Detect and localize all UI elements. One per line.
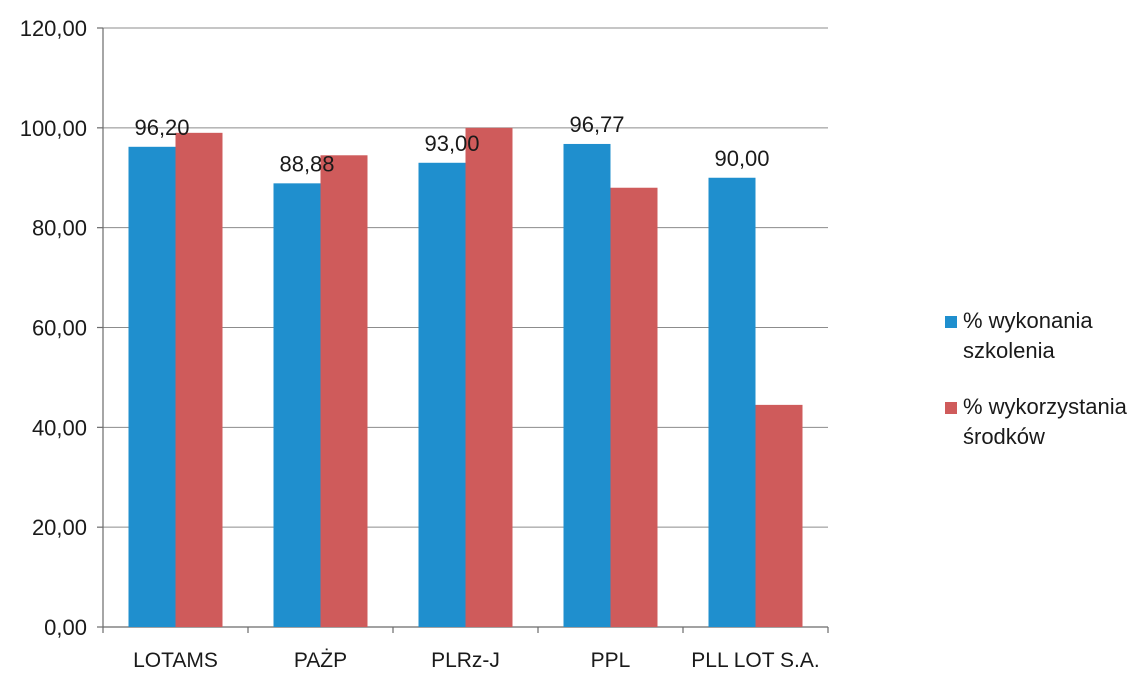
legend: % wykonania szkolenia % wykorzystania środk… — [945, 308, 1128, 449]
bar — [610, 187, 658, 627]
legend-label: % wykorzystania — [963, 394, 1128, 419]
x-tick-label: PLRz-J — [431, 649, 500, 672]
legend-label: szkolenia — [963, 338, 1055, 363]
legend-swatch — [945, 316, 957, 328]
axes: 0,00 20,00 40,00 60,00 80,00 100,00 120,00 LOTA… — [20, 16, 829, 672]
bar — [755, 404, 803, 627]
data-label: 93,00 — [424, 131, 479, 156]
bar — [128, 146, 176, 627]
bar — [563, 143, 611, 627]
x-tick-label: PAŻP — [294, 649, 347, 672]
y-tick-label: 20,00 — [32, 515, 87, 540]
bar — [320, 155, 368, 627]
legend-label: środków — [963, 424, 1045, 449]
legend-label: % wykonania — [963, 308, 1093, 333]
x-tick-label: PPL — [591, 649, 631, 672]
bar — [175, 132, 223, 627]
bars — [128, 127, 803, 627]
y-tick-label: 0,00 — [44, 615, 87, 640]
data-label: 96,20 — [134, 115, 189, 140]
bar — [465, 127, 513, 627]
y-tick-label: 40,00 — [32, 415, 87, 440]
data-label: 88,88 — [279, 151, 334, 176]
y-tick-label: 80,00 — [32, 216, 87, 241]
bar — [418, 162, 466, 627]
data-labels: 96,20 88,88 93,00 96,77 90,00 — [134, 112, 769, 176]
y-tick-label: 120,00 — [20, 16, 87, 41]
data-label: 90,00 — [714, 146, 769, 171]
bar — [708, 177, 756, 627]
legend-swatch — [945, 402, 957, 414]
bar — [273, 183, 321, 627]
y-tick-label: 100,00 — [20, 116, 87, 141]
data-label: 96,77 — [569, 112, 624, 137]
x-tick-label: PLL LOT S.A. — [691, 649, 819, 672]
y-tick-label: 60,00 — [32, 316, 87, 341]
x-tick-label: LOTAMS — [133, 649, 218, 672]
